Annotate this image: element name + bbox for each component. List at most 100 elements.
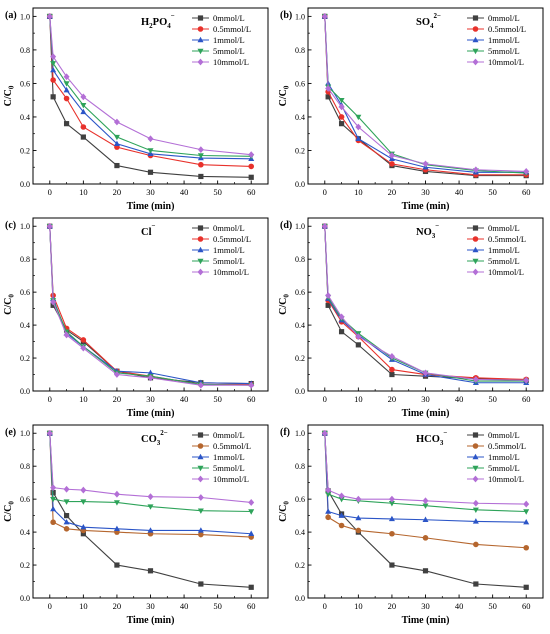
data-point: [147, 148, 154, 154]
x-axis-label: Time (min): [127, 615, 175, 626]
data-point: [355, 527, 362, 534]
data-point: [355, 514, 362, 521]
data-point: [321, 12, 328, 20]
y-tick-label: 0.4: [20, 113, 30, 122]
legend-marker: [197, 225, 204, 231]
data-point: [422, 568, 429, 574]
data-point: [50, 61, 57, 67]
data-point: [50, 505, 57, 512]
data-point: [338, 114, 345, 120]
legend-label: 10mmol/L: [488, 57, 524, 67]
data-point: [63, 95, 70, 102]
x-tick-label: 60: [522, 187, 531, 197]
series-line-4: [49, 433, 252, 513]
x-tick-label: 20: [113, 601, 122, 611]
y-tick-label: 0.8: [20, 255, 30, 264]
chart-title: HCO3−: [416, 429, 447, 447]
data-point: [50, 519, 56, 526]
data-point: [63, 121, 70, 127]
panel-label: (b): [280, 10, 292, 21]
data-point: [113, 525, 120, 531]
data-point: [321, 429, 328, 437]
y-tick-label: 1.0: [295, 12, 305, 21]
data-point: [523, 544, 530, 551]
legend-label: 1mmol/L: [213, 245, 245, 255]
data-point: [113, 500, 120, 506]
data-point: [523, 519, 530, 525]
y-tick-label: 1.0: [20, 429, 30, 438]
data-point: [325, 302, 331, 308]
data-point: [338, 329, 345, 335]
y-axis: 0.0 0.2 0.4 0.6 0.8 1.0: [295, 222, 312, 396]
series-line-5: [49, 16, 252, 156]
data-point: [338, 512, 345, 518]
data-point: [338, 103, 345, 111]
legend-label: 0mmol/L: [213, 223, 245, 233]
data-point: [388, 501, 395, 507]
data-point: [355, 114, 362, 121]
legend-marker: [197, 268, 204, 276]
legend-label: 1mmol/L: [488, 35, 520, 45]
x-tick-label: 30: [146, 394, 155, 404]
y-tick-label: 0.4: [295, 113, 305, 122]
data-point: [473, 541, 479, 548]
data-point: [355, 495, 362, 503]
data-point: [248, 584, 254, 590]
data-point: [248, 174, 254, 180]
y-tick-label: 0.8: [295, 46, 305, 55]
data-point: [198, 173, 204, 180]
legend-label: 5mmol/L: [213, 46, 245, 56]
chart-title: Cl−: [141, 222, 156, 238]
legend-label: 0.5mmol/L: [213, 441, 251, 451]
legend-label: 5mmol/L: [488, 256, 520, 266]
data-point: [523, 500, 530, 508]
data-point: [388, 353, 395, 360]
x-tick-label: 50: [213, 394, 222, 404]
legend-marker: [197, 15, 204, 21]
legend-label: 0.5mmol/L: [488, 441, 526, 451]
y-tick-label: 0.2: [20, 146, 30, 155]
data-point: [473, 581, 479, 587]
x-tick-label: 60: [247, 601, 256, 611]
data-point: [50, 53, 57, 61]
data-point: [248, 151, 255, 159]
data-point: [472, 499, 479, 507]
x-axis-label: Time (min): [402, 615, 450, 626]
y-tick-label: 1.0: [295, 222, 305, 231]
data-point: [355, 342, 361, 348]
x-tick-label: 50: [213, 601, 222, 611]
data-point: [197, 146, 204, 154]
data-point: [325, 508, 332, 514]
y-tick-label: 0.2: [20, 354, 30, 363]
data-point: [198, 581, 204, 587]
data-point: [422, 369, 429, 377]
data-point: [63, 331, 70, 339]
x-axis: 0 10 20 30 40 50 60: [48, 180, 255, 197]
data-point: [50, 66, 57, 73]
chart-title: H2PO4−: [141, 12, 175, 30]
data-point: [80, 523, 87, 530]
y-tick-label: 0.4: [20, 528, 30, 537]
legend-marker: [197, 443, 204, 449]
legend-marker: [472, 268, 479, 276]
legend-marker: [472, 246, 479, 253]
y-axis-label: C/C0: [3, 85, 16, 106]
y-axis: 0.0 0.2 0.4 0.6 0.8 1.0: [295, 12, 312, 189]
data-point: [114, 562, 120, 568]
x-axis-label: Time (min): [402, 408, 450, 419]
x-tick-label: 40: [455, 601, 464, 611]
data-point: [63, 86, 70, 93]
data-point: [80, 344, 87, 352]
series-group: [321, 429, 530, 590]
data-point: [147, 169, 154, 175]
chart-title: SO42−: [416, 12, 441, 30]
y-tick-label: 0.0: [295, 180, 305, 189]
legend-label: 1mmol/L: [488, 245, 520, 255]
x-tick-label: 40: [180, 394, 189, 404]
y-tick-label: 0.2: [295, 146, 305, 155]
